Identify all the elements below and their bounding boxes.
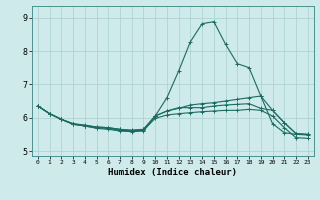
X-axis label: Humidex (Indice chaleur): Humidex (Indice chaleur) (108, 168, 237, 177)
